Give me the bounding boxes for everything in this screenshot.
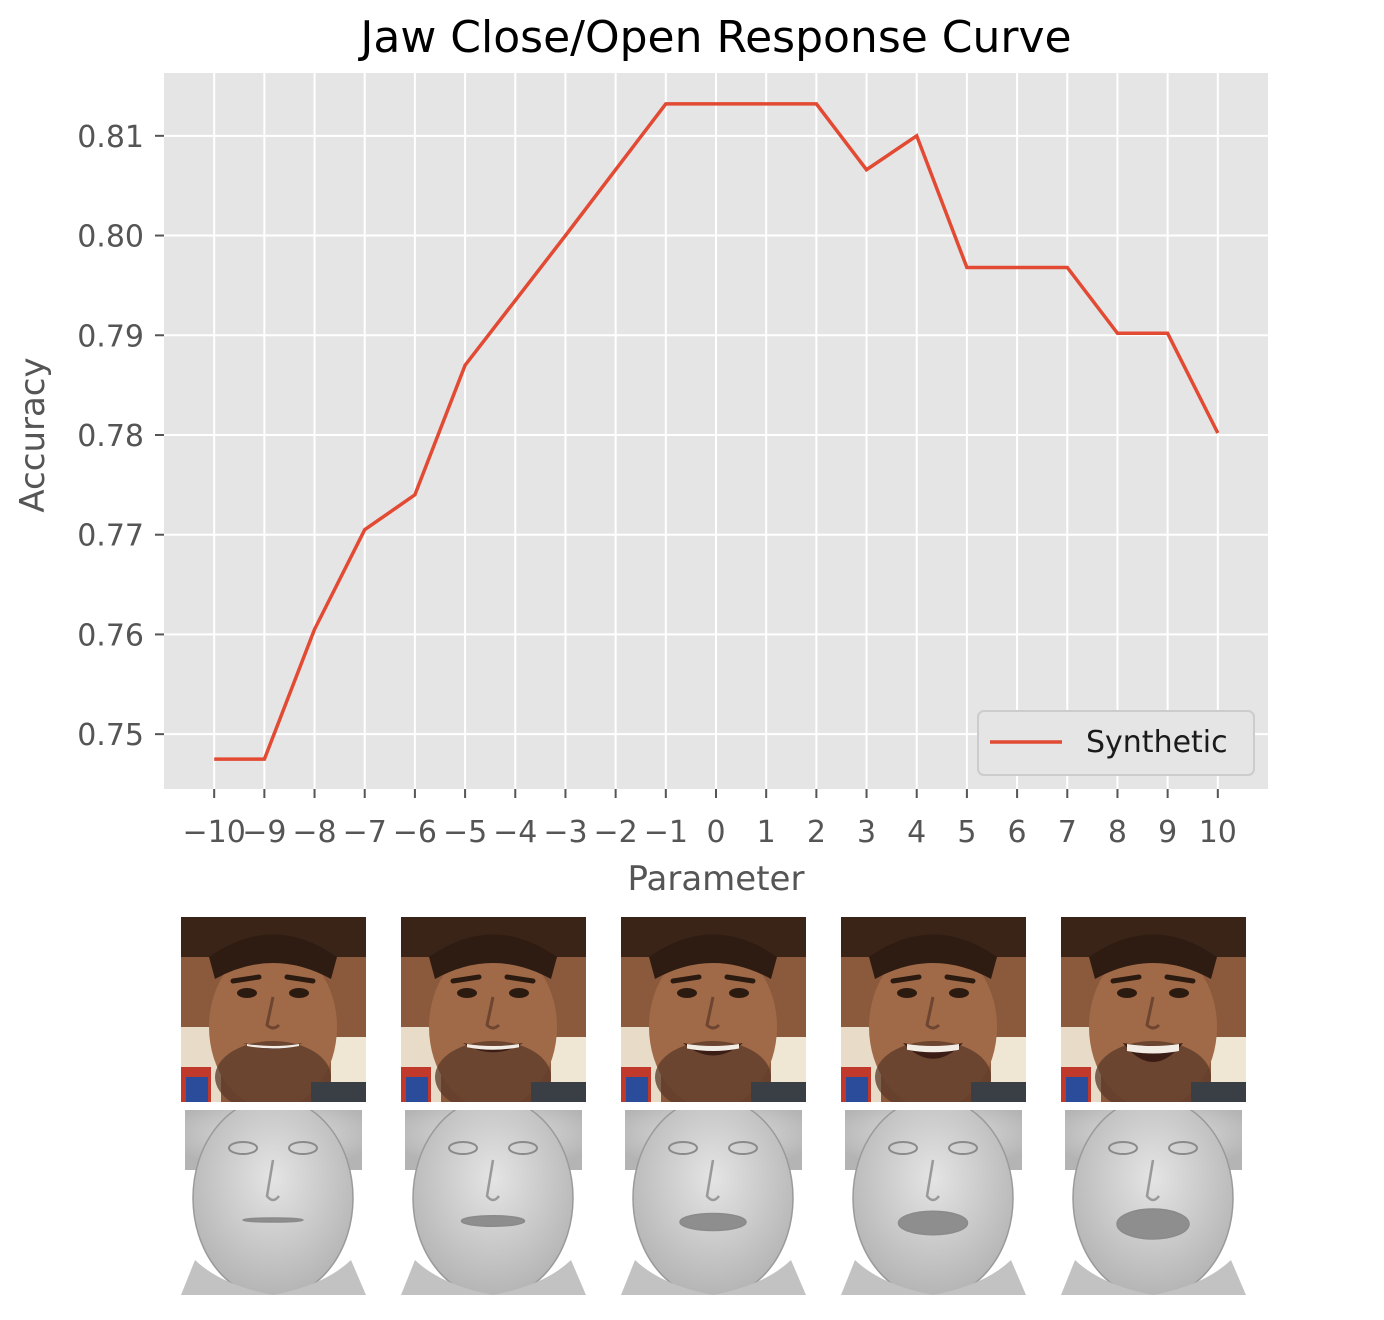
x-tick-label: −9	[242, 815, 286, 850]
series-line	[214, 102, 1220, 761]
x-tick-label: 1	[757, 815, 776, 850]
chart-title: Jaw Close/Open Response Curve	[357, 12, 1071, 63]
face-mesh-4	[841, 1110, 1026, 1295]
x-tick-label: 10	[1199, 815, 1237, 850]
x-tick-label: 2	[807, 815, 826, 850]
x-tick-label: −1	[644, 815, 688, 850]
face-photo-1	[181, 917, 366, 1102]
face-mesh-5	[1061, 1110, 1246, 1295]
legend-box	[977, 710, 1255, 776]
y-tick-label: 0.80	[77, 220, 144, 255]
legend-label: Synthetic	[1086, 725, 1228, 760]
x-tick-label: 9	[1158, 815, 1177, 850]
y-tick-label: 0.81	[77, 120, 144, 155]
x-axis-label: Parameter	[628, 859, 805, 899]
line-chart: Jaw Close/Open Response Curve −10−9 −8 −7−…	[13, 12, 1268, 899]
face-photo-2	[401, 917, 586, 1102]
y-axis-label: Accuracy	[13, 357, 53, 512]
face-photo-4	[841, 917, 1026, 1102]
x-tick-label: −10	[183, 815, 246, 850]
x-tick-label: −4	[493, 815, 537, 850]
x-tick-label: −8	[292, 815, 336, 850]
y-tick-label: 0.77	[77, 519, 144, 554]
face-photo-5	[1061, 917, 1246, 1102]
x-tick-label: 3	[857, 815, 876, 850]
x-tick-label: 8	[1108, 815, 1127, 850]
x-tick-label: 5	[957, 815, 976, 850]
x-tick-label: 4	[907, 815, 926, 850]
grid-lines	[164, 73, 1268, 789]
y-tick-label: 0.78	[77, 419, 144, 454]
x-tick-label: 6	[1008, 815, 1027, 850]
x-tick-label: 0	[706, 815, 725, 850]
y-tick-label: 0.76	[77, 618, 144, 653]
face-photo-3	[621, 917, 806, 1102]
series-lines	[214, 102, 1220, 761]
x-axis-ticks: −10−9 −8 −7 −6 −5 −4 −3 −2 −1 0 1 2 3 4 5 6 7 8 9 10	[183, 789, 1237, 850]
y-axis-ticks: 0.75 0.76 0.77 0.78 0.79 0.80 0.81	[77, 120, 164, 753]
face-mesh-3	[621, 1110, 806, 1295]
x-tick-label: 7	[1058, 815, 1077, 850]
x-tick-label: −5	[443, 815, 487, 850]
x-tick-label: −3	[543, 815, 587, 850]
y-tick-label: 0.79	[77, 319, 144, 354]
x-tick-label: −6	[393, 815, 437, 850]
face-mesh-2	[401, 1110, 586, 1295]
y-tick-label: 0.75	[77, 718, 144, 753]
x-tick-label: −2	[594, 815, 638, 850]
legend: Synthetic	[977, 710, 1255, 776]
face-mesh-1	[181, 1110, 366, 1295]
x-tick-label: −7	[343, 815, 387, 850]
